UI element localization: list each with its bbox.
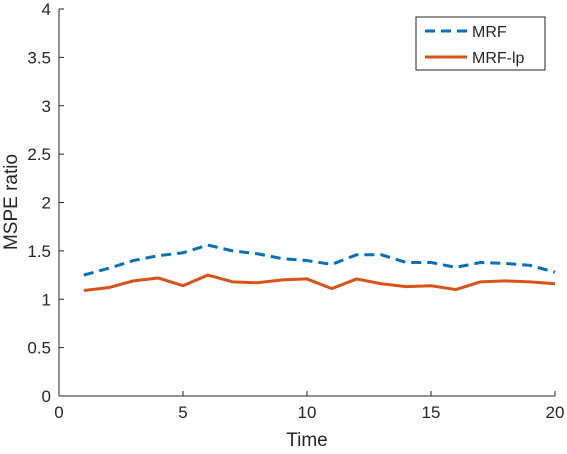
y-tick-label: 0.5 xyxy=(27,339,51,358)
legend-box xyxy=(415,16,546,71)
y-tick-label: 3 xyxy=(42,97,51,116)
x-axis-ticks: 0 5 10 15 20 xyxy=(54,391,564,422)
y-tick-label: 4 xyxy=(42,0,51,19)
y-tick-label: 2 xyxy=(42,194,51,213)
x-tick-label: 20 xyxy=(546,403,565,422)
y-tick-label: 0 xyxy=(42,387,51,406)
y-axis-ticks: 0 0.5 1 1.5 2 2.5 3 3.5 4 xyxy=(27,0,64,406)
legend-label-mrf-lp: MRF-lp xyxy=(472,50,525,67)
legend-label-mrf: MRF xyxy=(472,24,507,41)
y-tick-label: 2.5 xyxy=(27,145,51,164)
x-tick-label: 10 xyxy=(298,403,317,422)
x-tick-label: 5 xyxy=(178,403,187,422)
y-axis-title: MSPE ratio xyxy=(1,154,22,250)
y-tick-label: 1 xyxy=(42,290,51,309)
y-tick-label: 1.5 xyxy=(27,242,51,261)
x-axis-title: Time xyxy=(286,430,328,449)
series-layer xyxy=(83,243,556,293)
x-tick-label: 15 xyxy=(422,403,441,422)
series-line-mrf xyxy=(83,243,556,277)
series-line-mrf-lp xyxy=(83,273,556,293)
plot-background xyxy=(59,9,555,396)
legend: MRF MRF-lp xyxy=(415,16,546,71)
x-tick-label: 0 xyxy=(54,403,63,422)
y-tick-label: 3.5 xyxy=(27,48,51,67)
